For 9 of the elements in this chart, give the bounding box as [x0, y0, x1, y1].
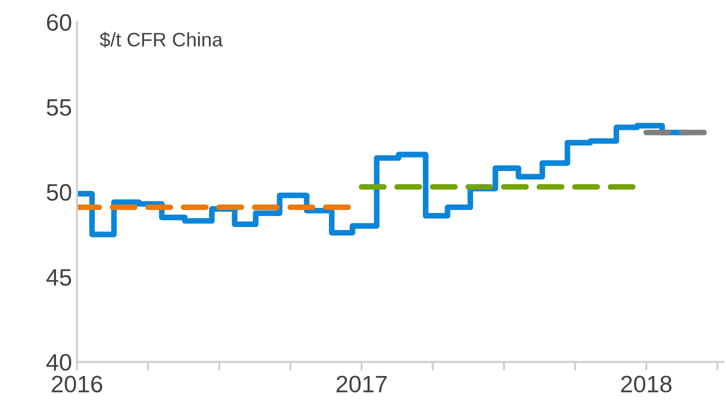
y-tick-label: 55	[46, 99, 72, 116]
x-tick-label: 2018	[621, 376, 672, 392]
x-tick-label: 2016	[52, 376, 102, 392]
x-tick-label: 2017	[336, 376, 387, 392]
y-tick-label: 60	[47, 14, 72, 31]
y-tick-label: 45	[46, 269, 72, 286]
y-tick-label: 40	[46, 354, 72, 371]
annotation: $/t CFR China	[100, 32, 223, 48]
y-tick-label: 50	[46, 184, 72, 201]
